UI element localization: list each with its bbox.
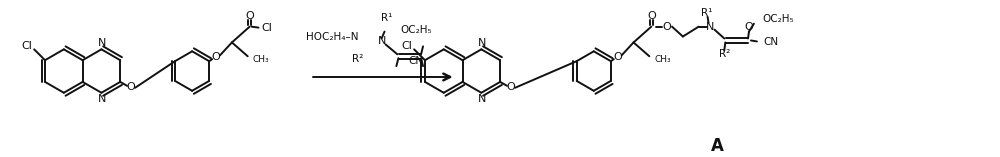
Text: R¹: R¹ xyxy=(701,8,712,18)
Text: N: N xyxy=(377,36,386,46)
Text: R²: R² xyxy=(352,54,364,64)
Text: O: O xyxy=(647,11,656,21)
Text: O: O xyxy=(127,82,135,92)
Text: Cl: Cl xyxy=(261,23,272,33)
Text: O: O xyxy=(663,22,671,32)
Text: O: O xyxy=(745,22,753,32)
Text: N: N xyxy=(478,94,487,104)
Text: O: O xyxy=(212,52,220,62)
Text: O: O xyxy=(507,82,515,92)
Text: N: N xyxy=(98,94,107,104)
Text: CH₃: CH₃ xyxy=(654,55,671,64)
Text: R²: R² xyxy=(719,49,730,59)
Text: N: N xyxy=(706,22,715,32)
Text: Cl: Cl xyxy=(22,41,33,51)
Text: N: N xyxy=(98,38,107,48)
Text: OC₂H₅: OC₂H₅ xyxy=(763,14,794,24)
Text: O: O xyxy=(613,52,622,62)
Text: CH₃: CH₃ xyxy=(253,55,269,64)
Text: O: O xyxy=(245,11,254,21)
Text: N: N xyxy=(478,38,487,48)
Text: Cl: Cl xyxy=(402,41,413,51)
Text: R¹: R¹ xyxy=(381,13,392,23)
Text: CN: CN xyxy=(409,56,424,66)
Text: A: A xyxy=(711,137,724,155)
Text: HOC₂H₄–N: HOC₂H₄–N xyxy=(306,32,358,43)
Text: CN: CN xyxy=(764,37,779,47)
Text: OC₂H₅: OC₂H₅ xyxy=(400,25,432,35)
